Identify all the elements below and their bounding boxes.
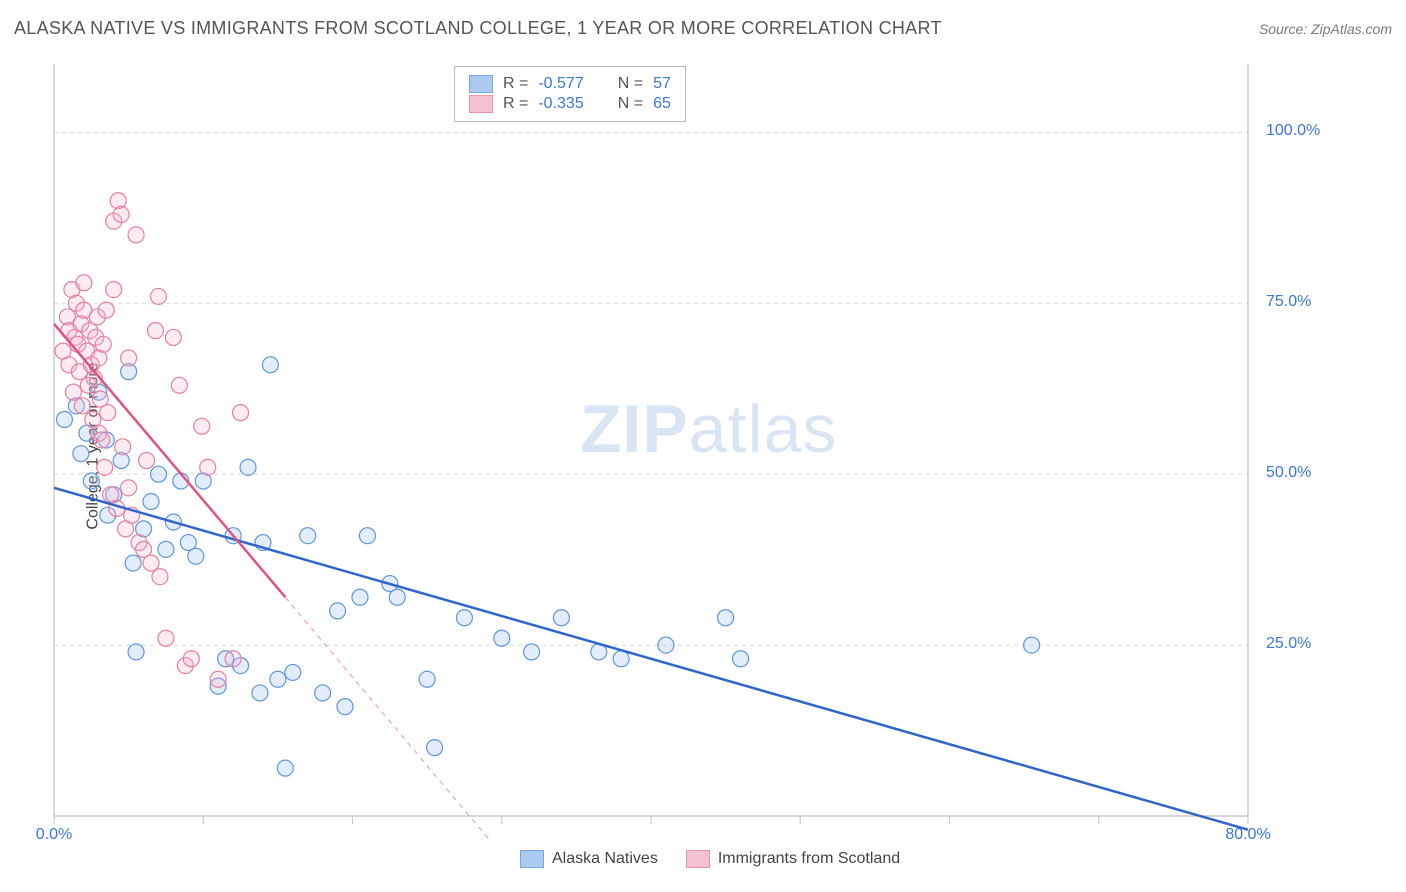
r-label: R = xyxy=(503,75,528,93)
axis-tick-label: 50.0% xyxy=(1266,464,1311,482)
axis-tick-label: 80.0% xyxy=(1225,826,1270,844)
n-value: 57 xyxy=(653,75,671,93)
r-value: -0.335 xyxy=(538,95,583,113)
axis-tick-label: 25.0% xyxy=(1266,635,1311,653)
source-label: Source: ZipAtlas.com xyxy=(1259,21,1392,37)
axis-tick-label: 75.0% xyxy=(1266,293,1311,311)
legend-swatch xyxy=(686,850,710,868)
legend-swatch xyxy=(520,850,544,868)
series-name: Alaska Natives xyxy=(552,850,658,868)
series-name: Immigrants from Scotland xyxy=(718,850,900,868)
r-value: -0.577 xyxy=(538,75,583,93)
scatter-chart xyxy=(48,60,1348,840)
axis-tick-label: 100.0% xyxy=(1266,122,1320,140)
legend-swatch xyxy=(469,75,493,93)
n-value: 65 xyxy=(653,95,671,113)
series-legend-item: Immigrants from Scotland xyxy=(686,850,900,868)
correlation-legend-row: R = -0.335 N = 65 xyxy=(469,95,671,113)
series-legend-item: Alaska Natives xyxy=(520,850,658,868)
correlation-legend-row: R = -0.577 N = 57 xyxy=(469,75,671,93)
axis-tick-label: 0.0% xyxy=(36,826,72,844)
chart-title: ALASKA NATIVE VS IMMIGRANTS FROM SCOTLAN… xyxy=(14,18,942,39)
series-legend: Alaska Natives Immigrants from Scotland xyxy=(520,850,900,868)
r-label: R = xyxy=(503,95,528,113)
n-label: N = xyxy=(618,75,643,93)
legend-swatch xyxy=(469,95,493,113)
n-label: N = xyxy=(618,95,643,113)
correlation-legend: R = -0.577 N = 57 R = -0.335 N = 65 xyxy=(454,66,686,122)
